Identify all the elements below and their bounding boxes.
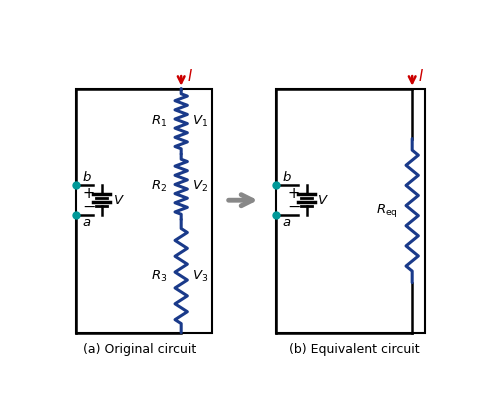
Text: $V$: $V$ (317, 194, 329, 207)
Text: (a) Original circuit: (a) Original circuit (83, 343, 196, 357)
Text: $a$: $a$ (282, 216, 291, 229)
Text: $R_1$: $R_1$ (151, 114, 167, 129)
Text: (b) Equivalent circuit: (b) Equivalent circuit (288, 343, 419, 357)
Text: $-$: $-$ (82, 199, 95, 214)
Text: $R_2$: $R_2$ (151, 179, 167, 194)
Text: $-$: $-$ (286, 199, 300, 214)
Text: $b$: $b$ (82, 170, 91, 184)
Text: $V_1$: $V_1$ (192, 114, 208, 129)
Text: $R_{\mathrm{eq}}$: $R_{\mathrm{eq}}$ (376, 202, 397, 219)
Text: $a$: $a$ (82, 216, 91, 229)
Text: $R_3$: $R_3$ (151, 269, 167, 284)
Text: $I$: $I$ (418, 68, 424, 84)
Text: $+$: $+$ (81, 186, 94, 201)
Text: $V_2$: $V_2$ (192, 179, 208, 194)
Text: $V_3$: $V_3$ (192, 269, 208, 284)
Text: $V$: $V$ (112, 194, 124, 207)
Text: $I$: $I$ (187, 68, 193, 84)
Text: $+$: $+$ (286, 186, 299, 201)
Text: $b$: $b$ (282, 170, 291, 184)
